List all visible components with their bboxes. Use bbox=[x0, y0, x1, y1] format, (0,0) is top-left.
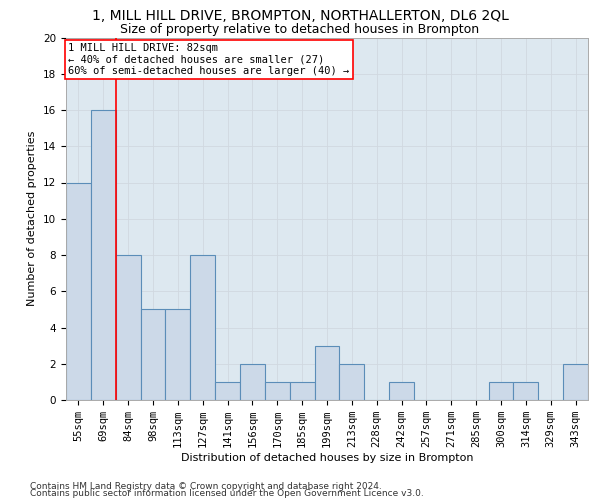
Bar bbox=[116, 255, 140, 400]
Text: Contains public sector information licensed under the Open Government Licence v3: Contains public sector information licen… bbox=[30, 489, 424, 498]
Bar bbox=[91, 110, 116, 400]
Text: Contains HM Land Registry data © Crown copyright and database right 2024.: Contains HM Land Registry data © Crown c… bbox=[30, 482, 382, 491]
Y-axis label: Number of detached properties: Number of detached properties bbox=[28, 131, 37, 306]
Bar bbox=[166, 310, 190, 400]
Bar bbox=[240, 364, 265, 400]
Bar bbox=[488, 382, 514, 400]
Bar bbox=[215, 382, 240, 400]
Bar bbox=[563, 364, 588, 400]
Text: 1 MILL HILL DRIVE: 82sqm
← 40% of detached houses are smaller (27)
60% of semi-d: 1 MILL HILL DRIVE: 82sqm ← 40% of detach… bbox=[68, 43, 350, 76]
Bar bbox=[265, 382, 290, 400]
Bar bbox=[190, 255, 215, 400]
X-axis label: Distribution of detached houses by size in Brompton: Distribution of detached houses by size … bbox=[181, 453, 473, 463]
Text: 1, MILL HILL DRIVE, BROMPTON, NORTHALLERTON, DL6 2QL: 1, MILL HILL DRIVE, BROMPTON, NORTHALLER… bbox=[92, 9, 508, 23]
Bar bbox=[140, 310, 166, 400]
Bar bbox=[389, 382, 414, 400]
Bar bbox=[514, 382, 538, 400]
Bar bbox=[314, 346, 340, 400]
Bar bbox=[290, 382, 314, 400]
Bar bbox=[340, 364, 364, 400]
Text: Size of property relative to detached houses in Brompton: Size of property relative to detached ho… bbox=[121, 22, 479, 36]
Bar bbox=[66, 182, 91, 400]
